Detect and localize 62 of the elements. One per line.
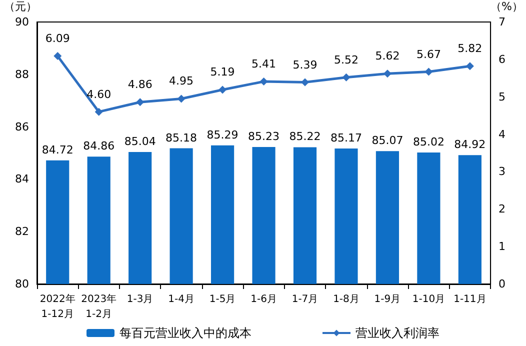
- data-label: 5.39: [292, 58, 318, 72]
- data-label: 4.86: [128, 78, 152, 92]
- point: [342, 73, 350, 82]
- data-label: 85.17: [330, 132, 362, 145]
- data-label: 4.60: [86, 88, 112, 101]
- data-label: 5.41: [252, 58, 276, 71]
- y-tick-label: 90: [15, 16, 29, 28]
- legend-label: 每百元营业收入中的成本: [120, 326, 252, 340]
- point: [94, 108, 103, 116]
- data-label: 84.72: [42, 143, 74, 156]
- y-tick-label: 80: [15, 278, 29, 290]
- data-label: 5.67: [416, 48, 441, 61]
- x-tick-label: 1-9月: [374, 294, 401, 305]
- y2-tick-label: 2: [498, 202, 506, 216]
- legend-label: 营业收入利润率: [356, 326, 440, 340]
- y2-tick-label: 6: [498, 52, 506, 66]
- x-tick-label: 1-10月: [412, 294, 446, 305]
- x-tick-label: 1-4月: [168, 294, 194, 305]
- data-label: 5.19: [210, 66, 235, 79]
- x-tick-label: 2022年 1-12月: [40, 293, 76, 320]
- point: [466, 62, 474, 70]
- x-tick-label: 1-8月: [333, 294, 360, 305]
- x-tick-label: 1-7月: [292, 294, 318, 305]
- point: [218, 86, 227, 94]
- data-label: 84.86: [83, 140, 115, 153]
- point: [383, 70, 392, 78]
- point: [424, 68, 433, 76]
- y2-tick-label: 0: [498, 278, 506, 290]
- data-label: 5.52: [334, 53, 358, 66]
- data-label: 4.95: [169, 74, 194, 88]
- y-tick-label: 82: [15, 225, 29, 238]
- data-label: 85.07: [372, 134, 404, 148]
- data-label: 5.82: [458, 42, 482, 56]
- y2-axis-title: （%）: [490, 0, 523, 13]
- y2-tick-label: 3: [498, 165, 506, 178]
- point: [136, 98, 144, 106]
- y2-tick-label: 1: [498, 240, 506, 254]
- y2-tick-label: 4: [498, 128, 506, 141]
- x-tick-label: 2023年 1-2月: [81, 293, 117, 320]
- point: [177, 94, 186, 103]
- data-label: 85.22: [289, 130, 321, 144]
- data-label: 84.92: [454, 138, 486, 152]
- x-tick-label: 1-11月: [454, 294, 486, 305]
- data-label: 85.23: [248, 130, 280, 143]
- y-tick-label: 84: [15, 172, 29, 186]
- data-label: 85.29: [206, 128, 238, 142]
- point: [260, 78, 268, 86]
- x-tick-label: 1-6月: [250, 294, 277, 305]
- x-tick-label: 1-3月: [126, 294, 154, 305]
- y2-tick-label: 5: [498, 90, 506, 104]
- data-label: 5.62: [375, 50, 400, 63]
- point: [54, 52, 62, 60]
- y-tick-label: 88: [15, 68, 29, 81]
- data-label: 85.18: [166, 131, 198, 144]
- y-tick-label: 86: [15, 120, 29, 134]
- data-label: 85.04: [124, 134, 156, 148]
- data-label: 85.02: [412, 135, 444, 148]
- y-axis-title: （元）: [4, 0, 37, 13]
- data-label: 6.09: [45, 32, 70, 46]
- y2-tick-label: 7: [498, 16, 506, 28]
- point: [301, 78, 310, 86]
- x-tick-label: 1-5月: [209, 294, 236, 305]
